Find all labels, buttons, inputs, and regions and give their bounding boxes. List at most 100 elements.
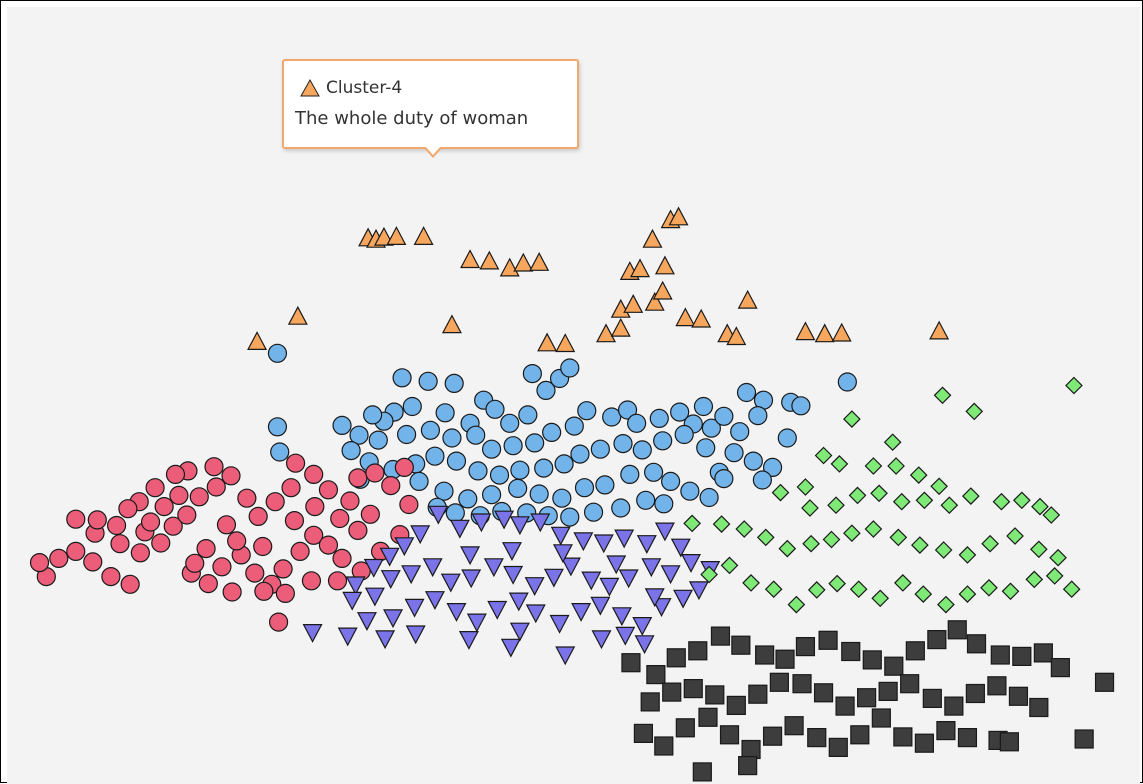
data-point-cluster-3[interactable] — [555, 646, 576, 666]
data-point-cluster-3[interactable] — [449, 519, 470, 539]
data-point-cluster-3[interactable] — [342, 591, 363, 611]
data-point-cluster-2[interactable] — [577, 401, 597, 421]
data-point-cluster-5[interactable] — [1042, 506, 1061, 524]
data-point-cluster-6[interactable] — [640, 692, 660, 712]
data-point-cluster-2[interactable] — [590, 439, 610, 459]
data-point-cluster-3[interactable] — [405, 625, 426, 645]
data-point-cluster-5[interactable] — [1001, 582, 1020, 601]
data-point-cluster-5[interactable] — [843, 524, 861, 543]
data-point-cluster-5[interactable] — [802, 534, 820, 553]
data-point-cluster-1[interactable] — [106, 515, 127, 536]
data-point-cluster-5[interactable] — [965, 402, 984, 421]
data-point-cluster-4[interactable] — [668, 206, 689, 226]
data-point-cluster-5[interactable] — [940, 496, 959, 515]
data-point-cluster-5[interactable] — [807, 581, 826, 599]
data-point-cluster-1[interactable] — [304, 525, 324, 545]
data-point-cluster-3[interactable] — [509, 622, 530, 642]
data-point-cluster-5[interactable] — [1031, 497, 1049, 516]
data-point-cluster-5[interactable] — [892, 492, 911, 511]
data-point-cluster-5[interactable] — [911, 536, 929, 554]
data-point-cluster-6[interactable] — [818, 630, 838, 650]
data-point-cluster-6[interactable] — [905, 641, 925, 661]
data-point-cluster-4[interactable] — [499, 257, 520, 277]
data-point-cluster-3[interactable] — [614, 529, 635, 549]
data-point-cluster-5[interactable] — [700, 565, 718, 584]
data-point-cluster-6[interactable] — [914, 733, 934, 753]
data-point-cluster-2[interactable] — [699, 487, 719, 508]
data-point-cluster-2[interactable] — [446, 451, 467, 471]
data-point-cluster-2[interactable] — [536, 380, 556, 400]
data-point-cluster-2[interactable] — [574, 478, 595, 498]
data-point-cluster-3[interactable] — [615, 626, 636, 646]
data-point-cluster-2[interactable] — [503, 436, 523, 456]
data-point-cluster-6[interactable] — [698, 707, 718, 727]
data-point-cluster-5[interactable] — [764, 580, 783, 599]
data-point-cluster-2[interactable] — [620, 464, 640, 484]
data-point-cluster-6[interactable] — [871, 708, 891, 728]
data-point-cluster-1[interactable] — [49, 548, 69, 569]
data-point-cluster-2[interactable] — [402, 396, 422, 417]
data-point-cluster-2[interactable] — [602, 407, 622, 427]
data-point-cluster-1[interactable] — [290, 541, 310, 562]
data-point-cluster-1[interactable] — [110, 534, 130, 554]
data-point-cluster-3[interactable] — [525, 604, 546, 624]
data-point-cluster-3[interactable] — [379, 547, 400, 567]
data-point-cluster-1[interactable] — [327, 571, 348, 591]
data-point-cluster-1[interactable] — [275, 583, 295, 604]
data-point-cluster-3[interactable] — [636, 535, 657, 554]
data-point-cluster-1[interactable] — [360, 504, 380, 524]
data-point-cluster-6[interactable] — [878, 681, 898, 702]
data-point-cluster-3[interactable] — [573, 532, 594, 552]
data-point-cluster-2[interactable] — [525, 433, 545, 453]
data-point-cluster-2[interactable] — [696, 438, 716, 458]
data-point-cluster-2[interactable] — [267, 417, 288, 437]
data-point-cluster-5[interactable] — [814, 446, 833, 465]
data-point-cluster-2[interactable] — [595, 475, 615, 495]
data-point-cluster-1[interactable] — [348, 468, 368, 488]
data-point-cluster-1[interactable] — [318, 535, 339, 555]
data-point-cluster-2[interactable] — [701, 418, 721, 438]
data-point-cluster-5[interactable] — [683, 514, 701, 533]
data-point-cluster-4[interactable] — [623, 294, 644, 313]
data-point-cluster-1[interactable] — [237, 488, 257, 508]
data-point-cluster-4[interactable] — [596, 323, 617, 343]
data-point-cluster-2[interactable] — [661, 471, 681, 491]
data-point-cluster-1[interactable] — [305, 497, 325, 517]
data-point-cluster-3[interactable] — [590, 596, 611, 616]
data-point-cluster-6[interactable] — [633, 723, 654, 744]
data-point-cluster-1[interactable] — [340, 491, 360, 511]
data-point-cluster-3[interactable] — [494, 510, 515, 530]
data-point-cluster-6[interactable] — [775, 649, 795, 669]
data-point-cluster-1[interactable] — [265, 492, 285, 512]
data-point-cluster-3[interactable] — [458, 630, 479, 650]
data-point-cluster-3[interactable] — [688, 581, 709, 601]
data-point-cluster-2[interactable] — [611, 498, 631, 518]
data-point-cluster-1[interactable] — [206, 477, 226, 497]
data-point-cluster-6[interactable] — [795, 636, 816, 657]
data-point-cluster-5[interactable] — [958, 546, 977, 564]
data-point-cluster-4[interactable] — [831, 322, 852, 342]
data-point-cluster-3[interactable] — [356, 612, 377, 631]
data-point-cluster-1[interactable] — [394, 457, 414, 477]
data-point-cluster-3[interactable] — [611, 607, 632, 627]
data-point-cluster-3[interactable] — [618, 569, 639, 589]
data-point-cluster-2[interactable] — [397, 424, 417, 445]
data-point-cluster-6[interactable] — [944, 696, 964, 716]
data-point-cluster-1[interactable] — [285, 453, 306, 473]
data-point-cluster-6[interactable] — [621, 653, 641, 673]
data-point-cluster-2[interactable] — [693, 396, 714, 417]
data-point-cluster-6[interactable] — [828, 737, 848, 758]
data-point-cluster-5[interactable] — [992, 492, 1011, 511]
data-point-cluster-1[interactable] — [330, 508, 350, 529]
data-point-cluster-3[interactable] — [681, 553, 701, 573]
data-point-cluster-3[interactable] — [632, 616, 653, 636]
data-point-cluster-2[interactable] — [636, 490, 656, 510]
data-point-cluster-3[interactable] — [461, 569, 482, 589]
data-point-cluster-2[interactable] — [409, 471, 429, 491]
data-point-cluster-1[interactable] — [281, 478, 301, 498]
data-point-cluster-5[interactable] — [958, 585, 977, 603]
data-point-cluster-6[interactable] — [893, 727, 913, 747]
data-point-cluster-5[interactable] — [756, 528, 775, 547]
data-point-cluster-3[interactable] — [302, 623, 323, 643]
data-point-cluster-2[interactable] — [466, 425, 486, 445]
